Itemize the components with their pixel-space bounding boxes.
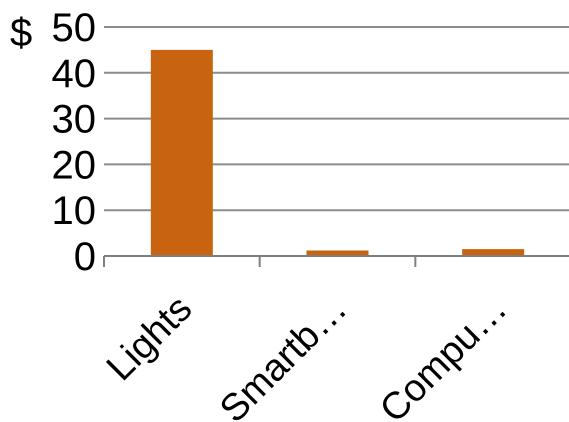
bar [306, 250, 369, 256]
y-axis-unit-prefix: $ [10, 11, 32, 55]
bar [462, 249, 525, 256]
bars [150, 49, 525, 257]
y-tick-label: 30 [52, 98, 97, 142]
x-category-label: Compu… [372, 288, 515, 422]
y-tick-label: 10 [52, 189, 97, 233]
y-tick-label: 50 [52, 6, 97, 50]
y-tick-label: 0 [74, 235, 96, 279]
x-category-label: Smartb… [212, 288, 355, 422]
y-tick-label: 40 [52, 52, 97, 96]
x-axis-category-labels: Lights Smartb… Compu… [99, 288, 515, 422]
y-tick-label: 20 [52, 143, 97, 187]
bar [150, 49, 213, 257]
x-category-label: Lights [99, 288, 200, 389]
x-axis [103, 255, 569, 267]
